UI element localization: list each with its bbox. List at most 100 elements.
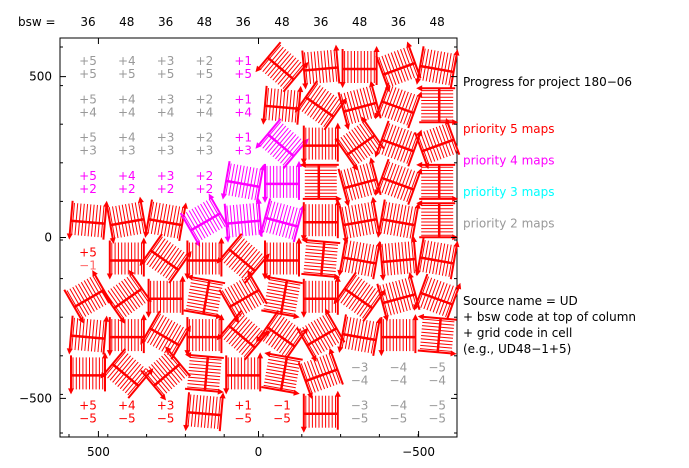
- map-glyph[interactable]: [335, 80, 385, 131]
- map-glyph[interactable]: [221, 197, 265, 243]
- map-glyph[interactable]: [372, 155, 424, 208]
- arrow-icon: [361, 116, 368, 124]
- map-glyph[interactable]: [378, 314, 419, 357]
- map-glyph[interactable]: [60, 269, 116, 325]
- cell-row-code: +3: [234, 144, 252, 158]
- map-glyph[interactable]: [335, 156, 385, 207]
- cell-row-code: +2: [157, 182, 175, 196]
- map-glyph[interactable]: [262, 237, 302, 280]
- map-glyph[interactable]: [336, 196, 383, 244]
- glyph-baseline: [264, 104, 299, 111]
- map-glyph[interactable]: [253, 115, 311, 173]
- map-glyph[interactable]: [258, 273, 306, 320]
- map-glyph[interactable]: [372, 79, 424, 132]
- map-glyph[interactable]: [411, 270, 463, 323]
- map-glyph[interactable]: [295, 347, 347, 400]
- map-glyph[interactable]: [182, 352, 227, 396]
- map-glyph[interactable]: [416, 85, 459, 126]
- map-glyph[interactable]: [137, 230, 194, 287]
- map-glyph[interactable]: [106, 237, 147, 280]
- map-glyph[interactable]: [180, 273, 228, 320]
- map-glyph[interactable]: [416, 161, 459, 202]
- map-glyph[interactable]: [339, 46, 380, 88]
- map-glyph[interactable]: [145, 275, 186, 318]
- map-glyph[interactable]: [103, 196, 150, 244]
- arrow-icon: [416, 161, 423, 168]
- source-note-line: + grid code in cell: [463, 326, 572, 340]
- map-glyph[interactable]: [293, 307, 349, 363]
- glyph-edge: [409, 274, 421, 311]
- map-glyph[interactable]: [331, 115, 388, 172]
- map-glyph[interactable]: [331, 268, 388, 325]
- map-glyph[interactable]: [258, 350, 306, 397]
- map-glyph[interactable]: [262, 160, 302, 203]
- map-glyph[interactable]: [414, 234, 461, 282]
- cell-col-code: +1: [234, 131, 252, 145]
- grid-cell-label: −5−5: [428, 399, 446, 426]
- map-glyph[interactable]: [98, 344, 156, 402]
- glyph-edge: [372, 320, 381, 356]
- map-glyph[interactable]: [299, 161, 342, 202]
- glyph-line: [158, 357, 180, 383]
- map-glyph[interactable]: [300, 275, 341, 318]
- glyph-line: [435, 126, 448, 158]
- glyph-line: [291, 208, 301, 240]
- glyph-baseline: [343, 101, 377, 113]
- glyph-edge: [267, 352, 303, 361]
- map-glyph[interactable]: [298, 237, 343, 281]
- glyph-line: [399, 205, 407, 237]
- cell-col-code: +1: [234, 399, 252, 413]
- map-glyph[interactable]: [372, 117, 424, 170]
- glyph-edge: [243, 254, 269, 284]
- map-glyph[interactable]: [223, 352, 264, 395]
- map-glyph[interactable]: [137, 344, 195, 402]
- grid-cell-label: +2+4: [196, 92, 214, 119]
- glyph-line: [421, 328, 454, 333]
- glyph-line: [272, 203, 282, 235]
- map-glyph[interactable]: [415, 313, 460, 357]
- map-glyph[interactable]: [372, 40, 424, 93]
- glyph-line: [407, 241, 412, 274]
- map-glyph[interactable]: [215, 269, 271, 325]
- map-glyph[interactable]: [142, 196, 189, 244]
- map-glyph[interactable]: [336, 311, 383, 359]
- map-glyph[interactable]: [414, 43, 461, 91]
- arrow-icon: [412, 314, 419, 321]
- glyph-line: [303, 268, 336, 273]
- map-glyph[interactable]: [214, 230, 272, 288]
- glyph-line: [81, 318, 85, 351]
- map-glyph[interactable]: [300, 390, 341, 433]
- map-glyph[interactable]: [416, 200, 459, 241]
- map-glyph[interactable]: [260, 83, 304, 128]
- map-glyph[interactable]: [411, 117, 463, 170]
- map-glyph[interactable]: [377, 236, 421, 281]
- map-glyph[interactable]: [138, 307, 194, 363]
- glyph-line: [83, 280, 101, 309]
- map-glyph[interactable]: [106, 314, 147, 357]
- map-glyph[interactable]: [300, 199, 341, 242]
- map-glyph[interactable]: [214, 306, 272, 364]
- arrow-icon: [264, 351, 271, 358]
- map-glyph[interactable]: [254, 306, 311, 363]
- map-glyph[interactable]: [292, 77, 349, 134]
- map-glyph[interactable]: [375, 196, 422, 244]
- glyph-line: [122, 366, 144, 392]
- map-glyph[interactable]: [257, 195, 307, 246]
- map-glyph[interactable]: [220, 158, 267, 206]
- map-glyph[interactable]: [66, 198, 110, 243]
- glyph-line: [380, 201, 387, 234]
- glyph-line: [241, 253, 263, 279]
- map-glyph[interactable]: [253, 38, 311, 96]
- map-glyph[interactable]: [177, 192, 233, 248]
- map-glyph[interactable]: [300, 122, 341, 165]
- map-glyph[interactable]: [374, 271, 424, 322]
- glyph-line: [403, 205, 410, 238]
- map-glyph[interactable]: [98, 268, 155, 325]
- arrow-icon: [255, 142, 262, 149]
- map-glyph[interactable]: [336, 234, 383, 282]
- grid-cell-label: −4−4: [390, 360, 408, 387]
- map-glyph[interactable]: [299, 44, 343, 90]
- glyph-line: [266, 365, 299, 372]
- map-glyph[interactable]: [66, 312, 110, 357]
- map-glyph[interactable]: [183, 389, 227, 434]
